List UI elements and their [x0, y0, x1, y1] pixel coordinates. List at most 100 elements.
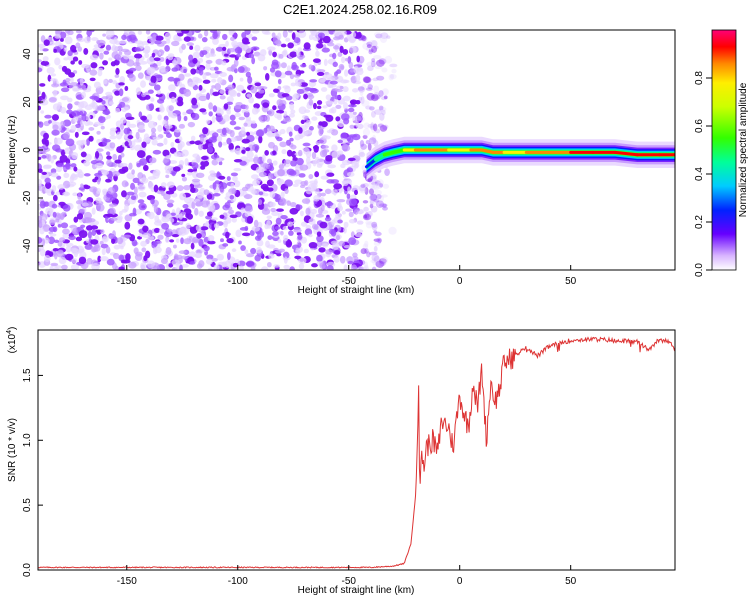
- noise-speck: [375, 128, 381, 134]
- noise-speck: [244, 225, 249, 232]
- noise-speck: [370, 60, 376, 68]
- noise-speck: [83, 184, 89, 188]
- noise-speck: [114, 107, 121, 113]
- noise-speck: [299, 134, 304, 139]
- noise-speck: [51, 83, 60, 88]
- noise-speck: [170, 112, 177, 119]
- noise-speck: [254, 235, 262, 241]
- noise-speck: [70, 125, 77, 132]
- noise-speck: [191, 113, 200, 121]
- noise-speck: [378, 258, 387, 264]
- noise-speck: [155, 93, 163, 98]
- noise-speck: [316, 71, 325, 76]
- noise-speck: [199, 135, 204, 143]
- noise-speck: [365, 80, 372, 86]
- noise-speck: [221, 60, 227, 66]
- noise-speck: [338, 240, 345, 247]
- noise-speck: [228, 74, 234, 83]
- noise-speck: [386, 35, 391, 39]
- noise-speck: [51, 129, 60, 136]
- noise-speck: [138, 191, 147, 198]
- noise-speck: [67, 50, 73, 57]
- noise-speck: [304, 122, 310, 128]
- noise-speck: [119, 245, 124, 250]
- noise-speck: [320, 192, 327, 197]
- noise-speck: [356, 220, 364, 225]
- noise-speck: [89, 103, 95, 107]
- noise-speck: [125, 116, 135, 121]
- noise-speck: [291, 32, 296, 41]
- noise-speck: [74, 131, 79, 138]
- noise-speck: [221, 261, 228, 268]
- noise-speck: [333, 256, 340, 263]
- noise-speck: [207, 234, 215, 242]
- noise-speck: [257, 54, 266, 62]
- noise-speck: [79, 208, 85, 213]
- noise-speck: [167, 54, 174, 61]
- noise-speck: [219, 89, 226, 94]
- noise-speck: [52, 103, 61, 111]
- snr-y-axis: 0.0 0.5 1.0 1.5: [22, 368, 43, 577]
- noise-speck: [219, 182, 228, 190]
- noise-speck: [151, 52, 156, 58]
- noise-speck: [212, 182, 217, 190]
- noise-speck: [72, 56, 79, 62]
- noise-speck: [80, 119, 84, 127]
- noise-speck: [228, 30, 235, 36]
- noise-speck: [355, 120, 360, 128]
- noise-speck: [105, 91, 113, 96]
- noise-speck: [82, 88, 92, 93]
- noise-speck: [190, 68, 197, 75]
- noise-speck: [91, 101, 98, 110]
- noise-speck: [327, 42, 335, 47]
- noise-speck: [244, 30, 251, 35]
- noise-speck: [222, 114, 231, 122]
- noise-speck: [58, 256, 67, 265]
- noise-speck: [224, 53, 229, 57]
- noise-speck: [367, 178, 373, 183]
- noise-speck: [210, 217, 218, 221]
- noise-speck: [229, 120, 237, 126]
- noise-speck: [168, 263, 174, 268]
- noise-speck: [373, 230, 378, 234]
- noise-speck: [202, 127, 209, 135]
- noise-speck: [266, 215, 272, 220]
- noise-speck: [389, 73, 397, 80]
- noise-speck: [90, 225, 99, 230]
- noise-speck: [86, 121, 94, 126]
- noise-speck: [278, 164, 284, 170]
- noise-speck: [366, 41, 373, 47]
- noise-speck: [355, 74, 361, 82]
- noise-speck: [165, 237, 170, 243]
- noise-speck: [364, 186, 369, 195]
- noise-speck: [228, 142, 234, 151]
- noise-speck: [300, 180, 308, 186]
- noise-speck: [268, 49, 273, 56]
- noise-speck: [284, 85, 291, 94]
- noise-speck: [105, 178, 112, 183]
- noise-speck: [206, 92, 211, 100]
- noise-speck: [251, 30, 260, 34]
- noise-speck: [357, 86, 365, 91]
- noise-speck: [352, 111, 357, 115]
- noise-speck: [296, 88, 305, 95]
- noise-speck: [153, 205, 159, 213]
- noise-speck: [369, 203, 374, 209]
- noise-speck: [323, 114, 331, 118]
- noise-speck: [96, 130, 101, 135]
- noise-speck: [93, 81, 101, 89]
- y-tick-label: 40: [22, 48, 33, 60]
- noise-speck: [266, 131, 275, 138]
- noise-speck: [382, 124, 389, 129]
- noise-speck: [165, 128, 170, 132]
- noise-speck: [182, 204, 189, 209]
- noise-speck: [44, 114, 52, 119]
- noise-speck: [343, 227, 347, 234]
- noise-speck: [360, 143, 367, 150]
- noise-speck: [250, 122, 258, 129]
- noise-speck: [175, 238, 180, 243]
- noise-speck: [333, 250, 341, 255]
- noise-speck: [162, 149, 170, 157]
- noise-speck: [360, 35, 368, 43]
- noise-speck: [244, 211, 252, 218]
